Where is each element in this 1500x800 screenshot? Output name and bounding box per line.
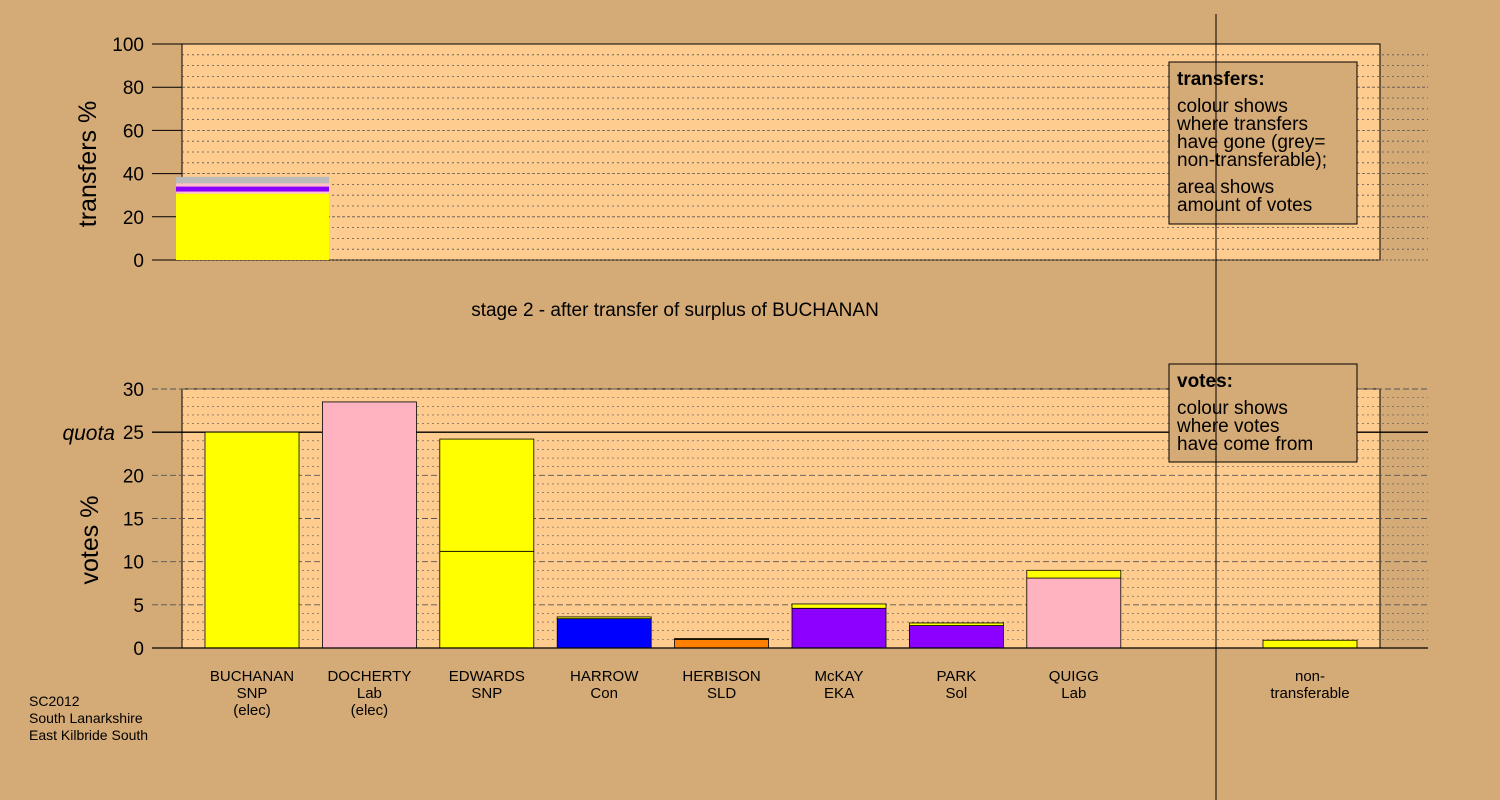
- transfers-y-axis-label: transfers %: [74, 101, 102, 227]
- vote-bar-segment: [321, 401, 417, 649]
- y-tick-label: 20: [123, 466, 144, 487]
- votes-legend-title: votes:: [1177, 371, 1233, 392]
- votes-legend-line: have come from: [1177, 434, 1313, 455]
- x-category-label: SNP: [471, 685, 502, 702]
- x-category-label: DOCHERTY: [327, 668, 411, 685]
- y-tick-label: 30: [123, 380, 144, 401]
- vote-bar-segment: [909, 625, 1004, 649]
- transfers-legend-line: area shows: [1177, 177, 1274, 198]
- votes-x-labels: BUCHANANSNP(elec)DOCHERTYLab(elec)EDWARD…: [210, 668, 1350, 719]
- x-category-label: QUIGG: [1049, 668, 1099, 685]
- x-category-label: Sol: [946, 685, 968, 702]
- footer-line: South Lanarkshire: [29, 710, 143, 726]
- x-category-label: Lab: [357, 685, 382, 702]
- vote-bar-segment: [909, 622, 1004, 626]
- transfer-segment: [176, 191, 329, 194]
- x-category-label: PARK: [937, 668, 977, 685]
- y-tick-label: 60: [123, 121, 144, 142]
- transfer-segment: [176, 186, 329, 192]
- x-category-label: McKAY: [815, 668, 864, 685]
- vote-bar-segment: [1026, 569, 1122, 579]
- vote-bar-segment: [1026, 577, 1122, 649]
- x-category-label: (elec): [351, 702, 389, 719]
- transfers-legend: transfers: colour shows where transfers …: [1168, 61, 1358, 225]
- x-category-label: EKA: [824, 685, 854, 702]
- votes-bars: [204, 401, 1358, 649]
- transfers-legend-line: colour shows: [1177, 96, 1288, 117]
- y-tick-label: 5: [133, 596, 144, 617]
- vote-bar-segment: [791, 603, 887, 609]
- votes-y-ticks: 0 5 10 15 20 30 25: [123, 380, 144, 660]
- transfers-legend-box: [1168, 61, 1358, 225]
- x-category-label: (elec): [233, 702, 271, 719]
- y-tick-label: 25: [123, 423, 144, 444]
- vote-bar-segment: [674, 638, 769, 649]
- footer-text: SC2012 South Lanarkshire East Kilbride S…: [29, 693, 148, 743]
- x-category-label: HARROW: [570, 668, 639, 685]
- x-category-label: transferable: [1270, 685, 1349, 702]
- vote-bar-segment: [791, 607, 887, 649]
- transfers-legend-line: non-transferable);: [1177, 150, 1327, 171]
- transfers-legend-line: have gone (grey=: [1177, 132, 1325, 153]
- vote-bar-segment: [674, 638, 769, 640]
- vote-bar-segment: [204, 431, 300, 649]
- x-category-label: SLD: [707, 685, 736, 702]
- votes-legend-line: colour shows: [1177, 398, 1288, 419]
- vote-bar-segment: [556, 616, 652, 620]
- vote-bar-segment: [556, 618, 652, 649]
- transfer-segment: [176, 193, 329, 260]
- x-category-label: EDWARDS: [449, 668, 525, 685]
- transfers-gridlines: [182, 54, 1428, 261]
- transfers-panel: 0 20 40 60 80 100 transfers % transfers: colo…: [74, 35, 1428, 272]
- transfers-legend-title: transfers:: [1177, 69, 1265, 90]
- votes-legend-line: where votes: [1176, 416, 1279, 437]
- transfers-y-ticks: 0 20 40 60 80 100: [112, 35, 182, 272]
- y-tick-label: 80: [123, 78, 144, 99]
- x-category-label: non-: [1295, 668, 1325, 685]
- vote-bar-segment: [439, 550, 535, 649]
- vote-bar-segment: [1262, 639, 1358, 649]
- y-tick-label: 100: [112, 35, 144, 56]
- transfer-segment: [176, 183, 329, 187]
- transfers-bars: [176, 176, 329, 260]
- transfers-legend-line: where transfers: [1176, 114, 1308, 135]
- stage-caption: stage 2 - after transfer of surplus of B…: [471, 300, 879, 321]
- x-category-label: SNP: [237, 685, 268, 702]
- y-tick-label: 40: [123, 165, 144, 186]
- footer-line: East Kilbride South: [29, 727, 148, 743]
- transfers-legend-line: amount of votes: [1177, 195, 1312, 216]
- votes-legend: votes: colour shows where votes have com…: [1168, 363, 1358, 463]
- y-tick-label: 0: [133, 251, 144, 272]
- vote-bar-segment: [439, 438, 535, 552]
- x-category-label: BUCHANAN: [210, 668, 294, 685]
- x-category-label: Lab: [1061, 685, 1086, 702]
- footer-line: SC2012: [29, 693, 80, 709]
- y-tick-label: 20: [123, 208, 144, 229]
- y-tick-label: 0: [133, 639, 144, 660]
- votes-y-axis-label: votes %: [76, 496, 104, 585]
- x-category-label: HERBISON: [682, 668, 760, 685]
- x-category-label: Con: [590, 685, 618, 702]
- transfer-segment: [176, 176, 329, 184]
- quota-label: quota: [62, 422, 115, 445]
- votes-legend-box: [1168, 363, 1358, 463]
- y-tick-label: 15: [123, 510, 144, 531]
- y-tick-label: 10: [123, 553, 144, 574]
